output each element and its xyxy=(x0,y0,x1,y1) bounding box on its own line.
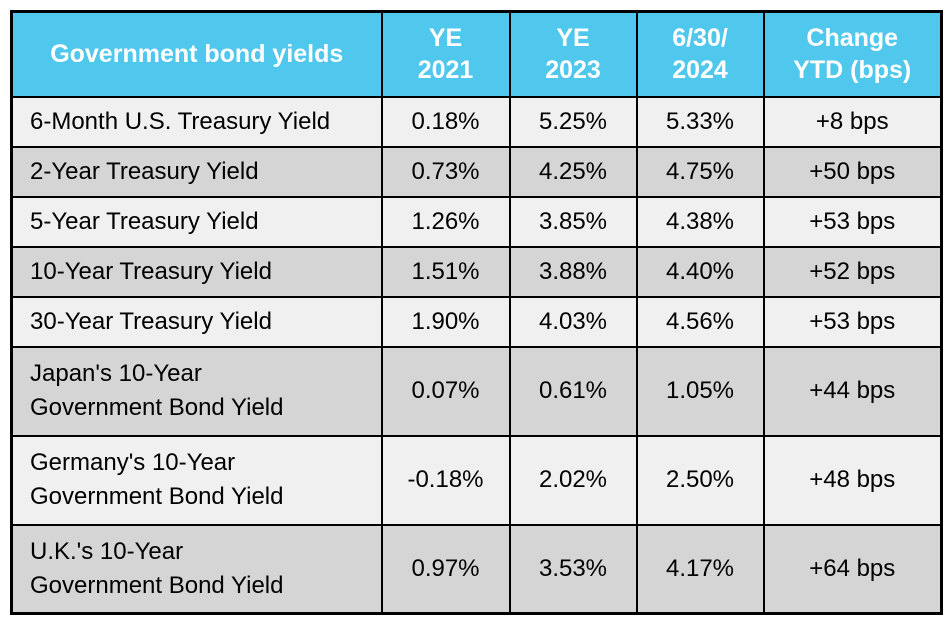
cell-ye-2021: 0.73% xyxy=(380,145,511,198)
cell-ye-2023: 3.53% xyxy=(508,523,638,615)
cell-6-30-2024: 4.38% xyxy=(635,195,765,248)
cell-ye-2021: 0.07% xyxy=(380,345,511,437)
row-label: 2-Year Treasury Yield xyxy=(10,145,383,198)
cell-ye-2021: 0.97% xyxy=(380,523,511,615)
cell-ye-2021: 0.18% xyxy=(380,95,511,148)
cell-6-30-2024: 5.33% xyxy=(635,95,765,148)
table-row: 6-Month U.S. Treasury Yield 0.18% 5.25% … xyxy=(10,95,943,148)
cell-ye-2021: 1.90% xyxy=(380,295,511,348)
header-col-ye-2021: YE 2021 xyxy=(380,10,511,98)
row-label: 6-Month U.S. Treasury Yield xyxy=(10,95,383,148)
cell-ye-2023: 3.88% xyxy=(508,245,638,298)
row-label: Japan's 10-Year Government Bond Yield xyxy=(10,345,383,437)
header-title: Government bond yields xyxy=(10,10,383,98)
cell-change-ytd: +53 bps xyxy=(762,295,943,348)
row-label: Germany's 10-Year Government Bond Yield xyxy=(10,434,383,526)
cell-change-ytd: +53 bps xyxy=(762,195,943,248)
cell-ye-2023: 4.25% xyxy=(508,145,638,198)
cell-6-30-2024: 4.56% xyxy=(635,295,765,348)
row-label: 5-Year Treasury Yield xyxy=(10,195,383,248)
government-bond-yields-table: Government bond yields YE 2021 YE 2023 6… xyxy=(10,10,943,615)
cell-ye-2021: 1.26% xyxy=(380,195,511,248)
table-header: Government bond yields YE 2021 YE 2023 6… xyxy=(10,10,943,98)
cell-6-30-2024: 4.40% xyxy=(635,245,765,298)
header-row: Government bond yields YE 2021 YE 2023 6… xyxy=(10,10,943,98)
cell-change-ytd: +50 bps xyxy=(762,145,943,198)
header-col-change-ytd: Change YTD (bps) xyxy=(762,10,943,98)
cell-ye-2023: 3.85% xyxy=(508,195,638,248)
cell-ye-2023: 0.61% xyxy=(508,345,638,437)
table-row: 2-Year Treasury Yield 0.73% 4.25% 4.75% … xyxy=(10,145,943,198)
row-label: U.K.'s 10-Year Government Bond Yield xyxy=(10,523,383,615)
cell-change-ytd: +8 bps xyxy=(762,95,943,148)
table-row: 5-Year Treasury Yield 1.26% 3.85% 4.38% … xyxy=(10,195,943,248)
cell-change-ytd: +64 bps xyxy=(762,523,943,615)
cell-ye-2023: 5.25% xyxy=(508,95,638,148)
table-row: Japan's 10-Year Government Bond Yield 0.… xyxy=(10,345,943,437)
row-label: 30-Year Treasury Yield xyxy=(10,295,383,348)
header-col-ye-2023: YE 2023 xyxy=(508,10,638,98)
table-row: U.K.'s 10-Year Government Bond Yield 0.9… xyxy=(10,523,943,615)
row-label: 10-Year Treasury Yield xyxy=(10,245,383,298)
cell-change-ytd: +48 bps xyxy=(762,434,943,526)
table-body: 6-Month U.S. Treasury Yield 0.18% 5.25% … xyxy=(10,95,943,615)
cell-ye-2023: 4.03% xyxy=(508,295,638,348)
cell-6-30-2024: 4.17% xyxy=(635,523,765,615)
cell-change-ytd: +44 bps xyxy=(762,345,943,437)
cell-ye-2021: 1.51% xyxy=(380,245,511,298)
cell-6-30-2024: 2.50% xyxy=(635,434,765,526)
cell-change-ytd: +52 bps xyxy=(762,245,943,298)
table-row: 30-Year Treasury Yield 1.90% 4.03% 4.56%… xyxy=(10,295,943,348)
header-col-6-30-2024: 6/30/ 2024 xyxy=(635,10,765,98)
table-row: Germany's 10-Year Government Bond Yield … xyxy=(10,434,943,526)
cell-6-30-2024: 4.75% xyxy=(635,145,765,198)
cell-ye-2021: -0.18% xyxy=(380,434,511,526)
table-row: 10-Year Treasury Yield 1.51% 3.88% 4.40%… xyxy=(10,245,943,298)
cell-6-30-2024: 1.05% xyxy=(635,345,765,437)
cell-ye-2023: 2.02% xyxy=(508,434,638,526)
